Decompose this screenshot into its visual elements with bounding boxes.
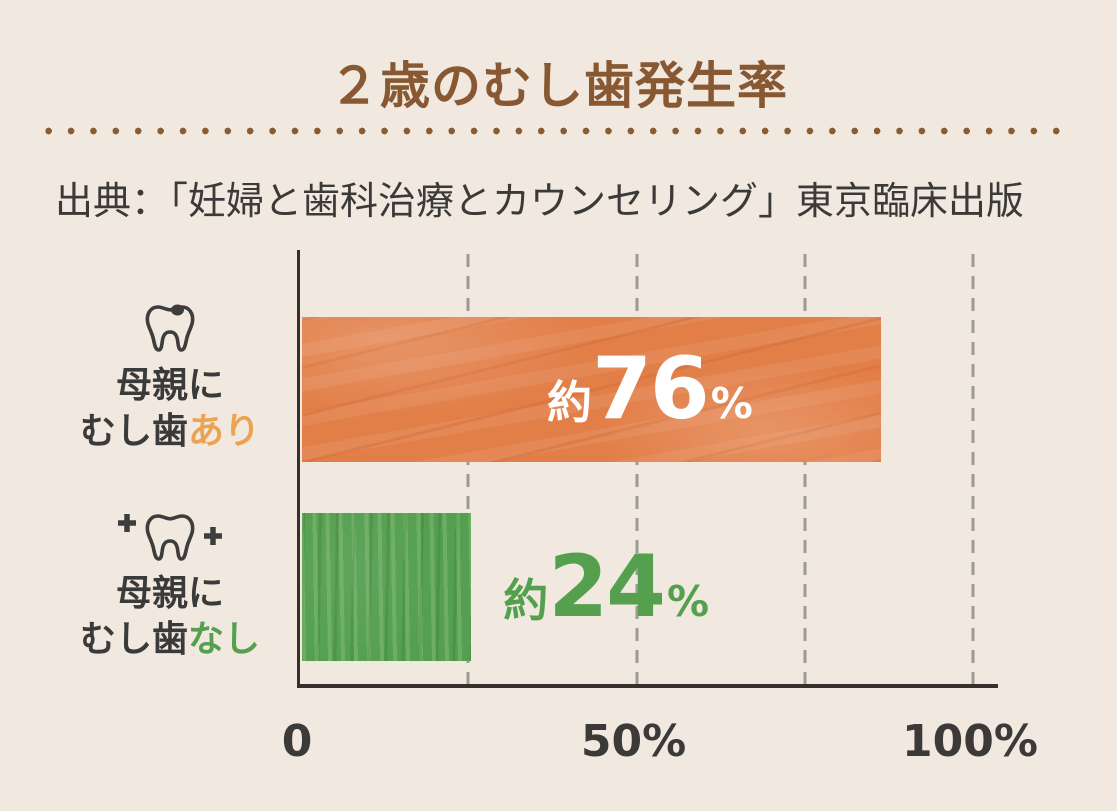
plot-area: 約76% 約24% <box>297 250 998 688</box>
gridline <box>971 254 975 684</box>
gridline <box>466 254 470 684</box>
x-tick-label: 50% <box>580 716 687 767</box>
category-label-ari-line2: むし歯あり <box>40 414 300 450</box>
bar-mushiba-ari <box>302 317 881 462</box>
gridline <box>635 254 638 684</box>
sparkle-plus-left <box>118 514 136 532</box>
label-mushiba: むし歯 <box>79 619 188 660</box>
x-axis-ticks: 0 50% 100% <box>282 716 1038 767</box>
value-label-ari: 約76% <box>547 339 753 439</box>
sparkle-plus-right <box>204 527 222 545</box>
label-nashi-accent: なし <box>188 619 261 660</box>
category-label-nashi-line2: むし歯なし <box>40 622 300 658</box>
dotted-divider <box>45 126 1072 136</box>
tooth-sparkle-icon <box>40 506 300 568</box>
gridline <box>803 254 807 684</box>
x-tick-label: 0 <box>281 716 313 767</box>
gridline-layer: 約76% 約24% <box>300 250 975 684</box>
tooth-cavity-icon <box>40 301 300 359</box>
label-ari-accent: あり <box>188 411 261 452</box>
x-tick-label: 100% <box>902 716 1038 767</box>
chart-title: ２歳のむし歯発生率 <box>329 57 788 115</box>
bar-mushiba-nashi <box>302 513 471 661</box>
category-label-ari-line1: 母親に <box>115 365 224 406</box>
source-citation: 出典：「妊婦と歯科治療とカウンセリング」東京臨床出版 <box>55 179 1025 223</box>
label-mushiba: むし歯 <box>79 411 188 452</box>
category-label-nashi-line1: 母親に <box>115 573 224 614</box>
value-label-nashi: 約24% <box>503 537 710 637</box>
